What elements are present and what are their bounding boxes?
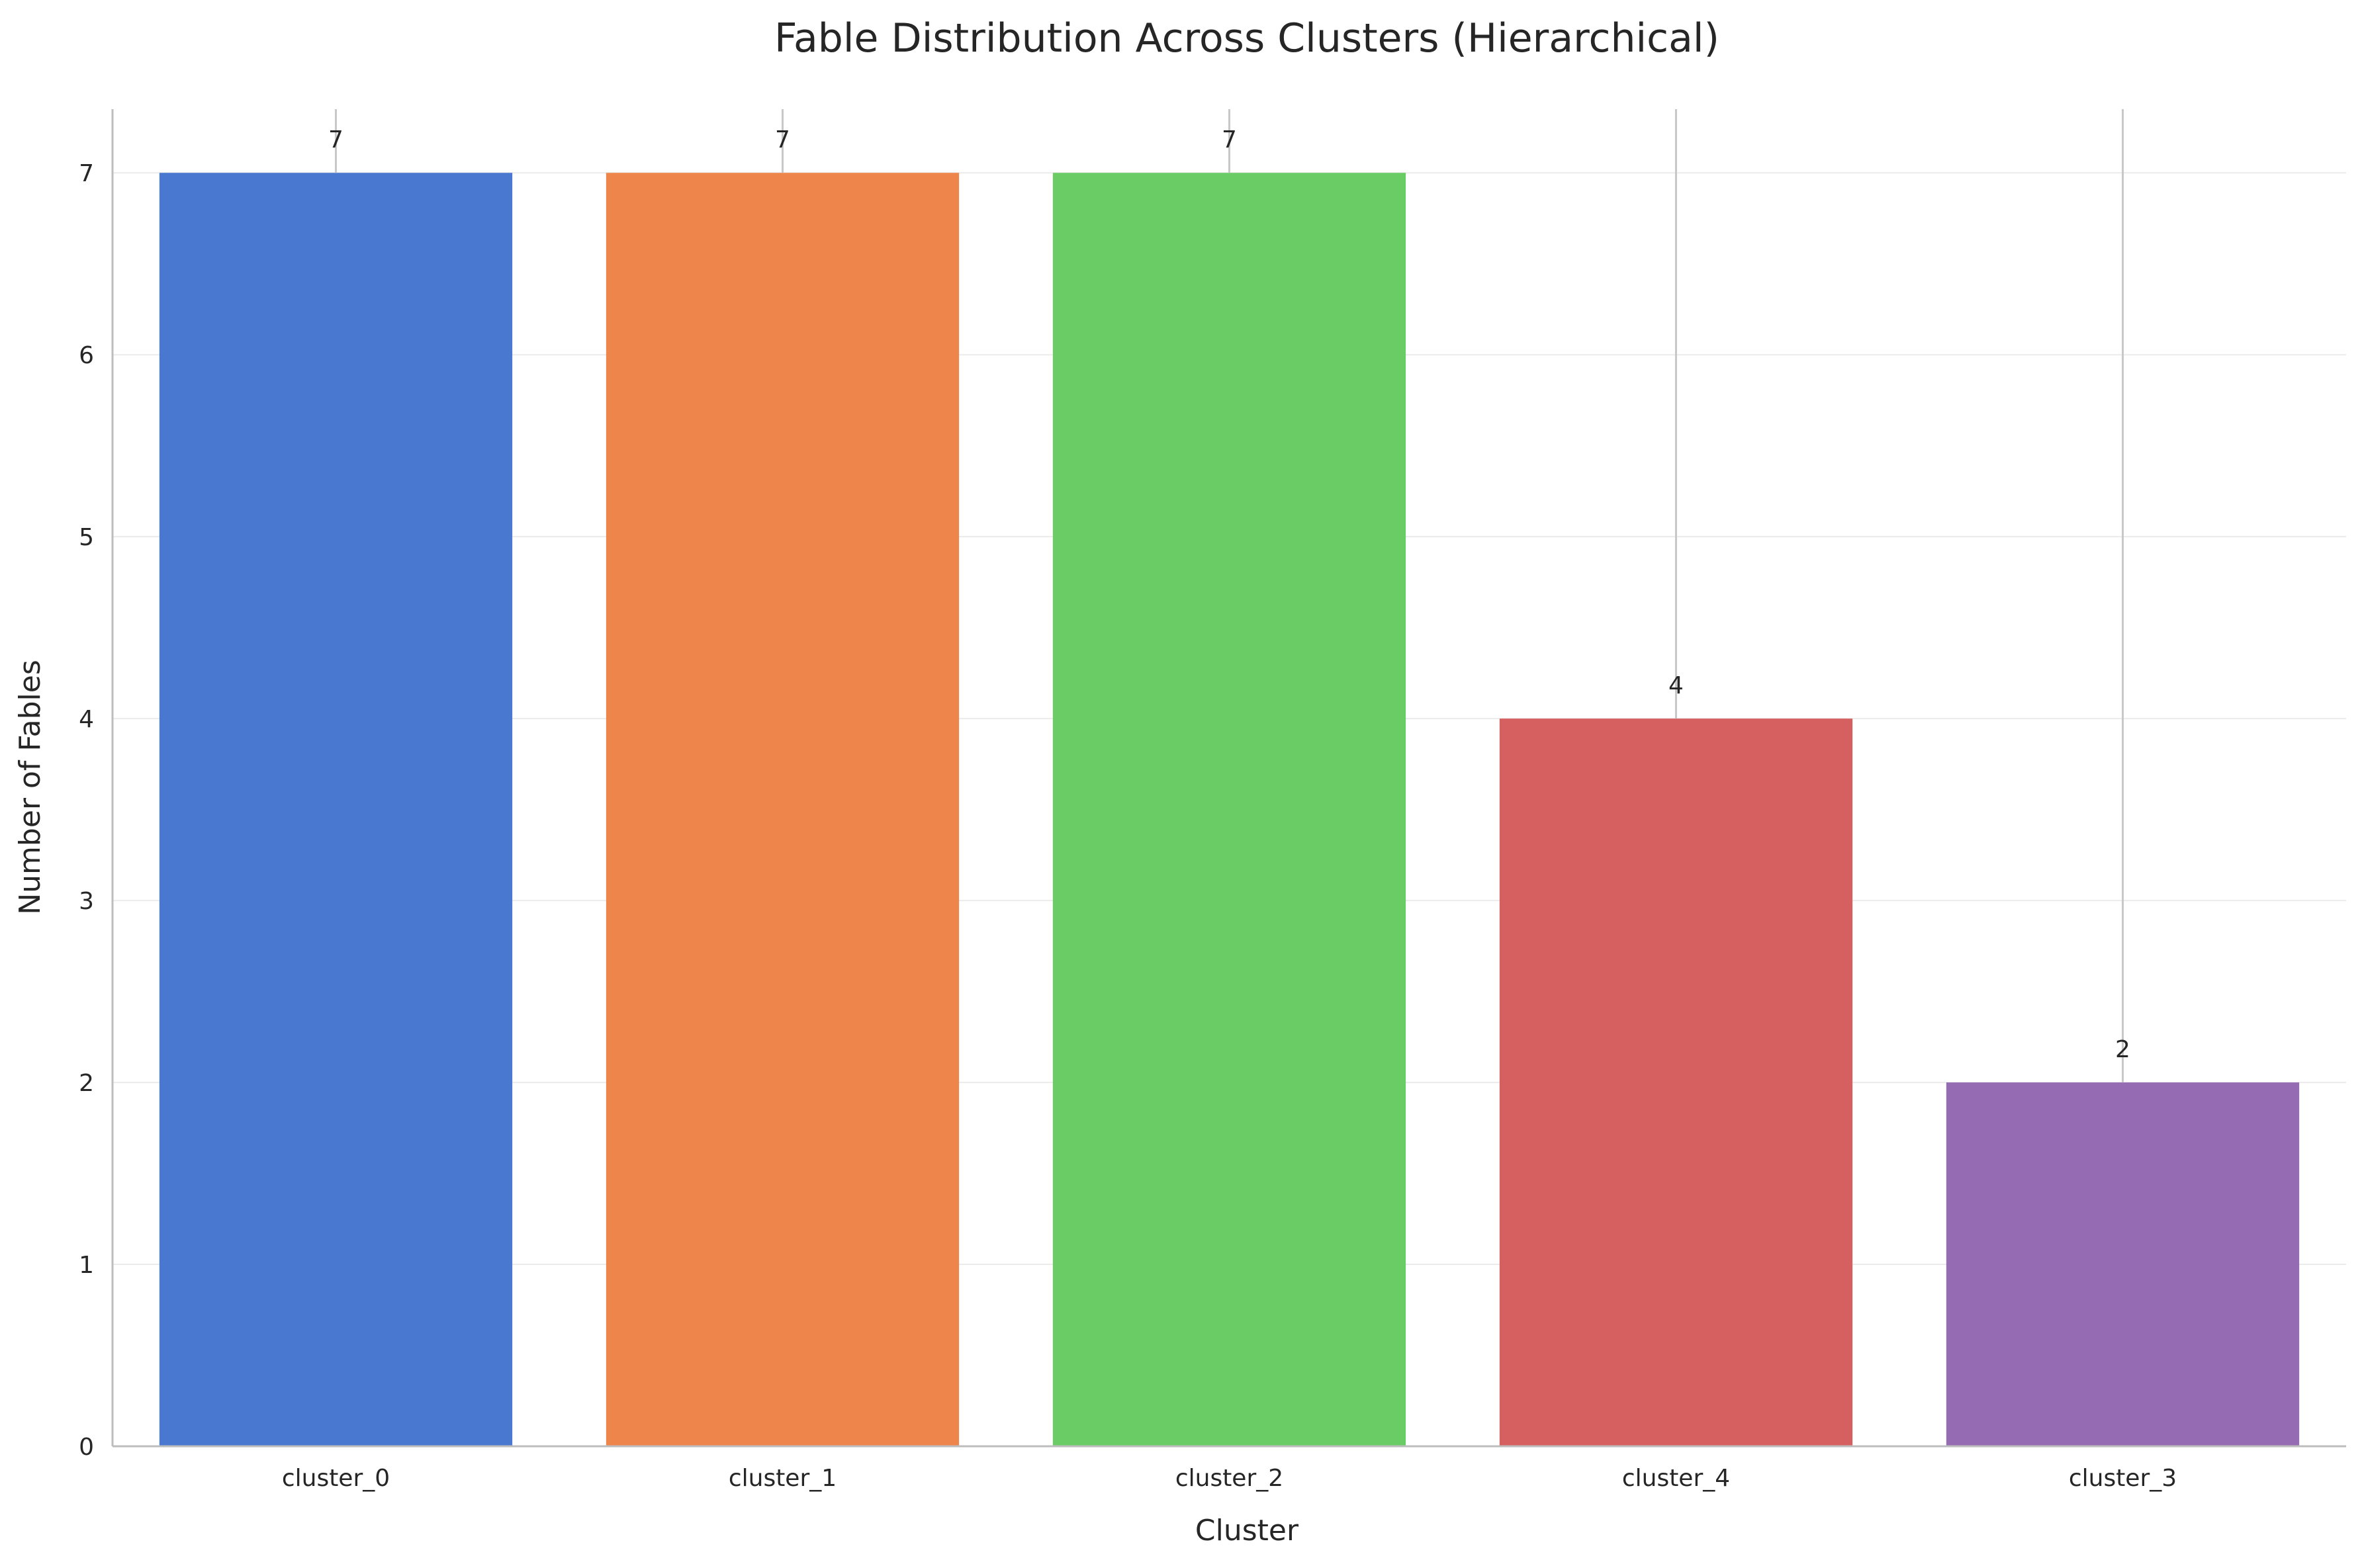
error-bars [335,109,2124,1083]
y-tick-label-7: 7 [79,160,94,187]
axes [111,109,2346,1448]
bar-cluster_2 [1052,173,1406,1447]
bar-cluster_1 [606,173,960,1447]
x-tick-label-cluster_4: cluster_4 [1622,1465,1730,1492]
y-tick-label-1: 1 [79,1252,94,1279]
tick-labels: 0 1 2 3 4 5 6 7 cluster_0 cluster_1 cluster_2 clust… [79,160,2177,1492]
y-tick-label-2: 2 [79,1070,94,1097]
bar-cluster_4 [1499,719,1853,1446]
data-label-cluster_2: 7 [1222,126,1237,153]
y-tick-label-0: 0 [79,1434,94,1461]
x-tick-label-cluster_0: cluster_0 [282,1465,390,1492]
x-tick-label-cluster_2: cluster_2 [1175,1465,1283,1492]
y-tick-label-6: 6 [79,342,94,369]
x-tick-label-cluster_1: cluster_1 [729,1465,837,1492]
data-label-cluster_4: 4 [1668,672,1684,699]
y-tick-label-3: 3 [79,888,94,915]
y-axis-label: Number of Fables [13,660,47,915]
data-label-cluster_1: 7 [775,126,790,153]
chart-title: Fable Distribution Across Clusters (Hier… [774,15,1719,62]
bar-cluster_0 [159,173,513,1447]
data-labels: 7 7 7 4 2 [328,126,2130,1063]
data-label-cluster_0: 7 [328,126,343,153]
data-label-cluster_3: 2 [2115,1036,2130,1063]
y-tick-label-5: 5 [79,524,94,551]
x-axis-label: Cluster [1195,1514,1299,1547]
x-tick-label-cluster_3: cluster_3 [2069,1465,2177,1492]
bar-cluster_3 [1946,1082,2300,1446]
y-tick-label-4: 4 [79,706,94,733]
bars [159,173,2300,1447]
